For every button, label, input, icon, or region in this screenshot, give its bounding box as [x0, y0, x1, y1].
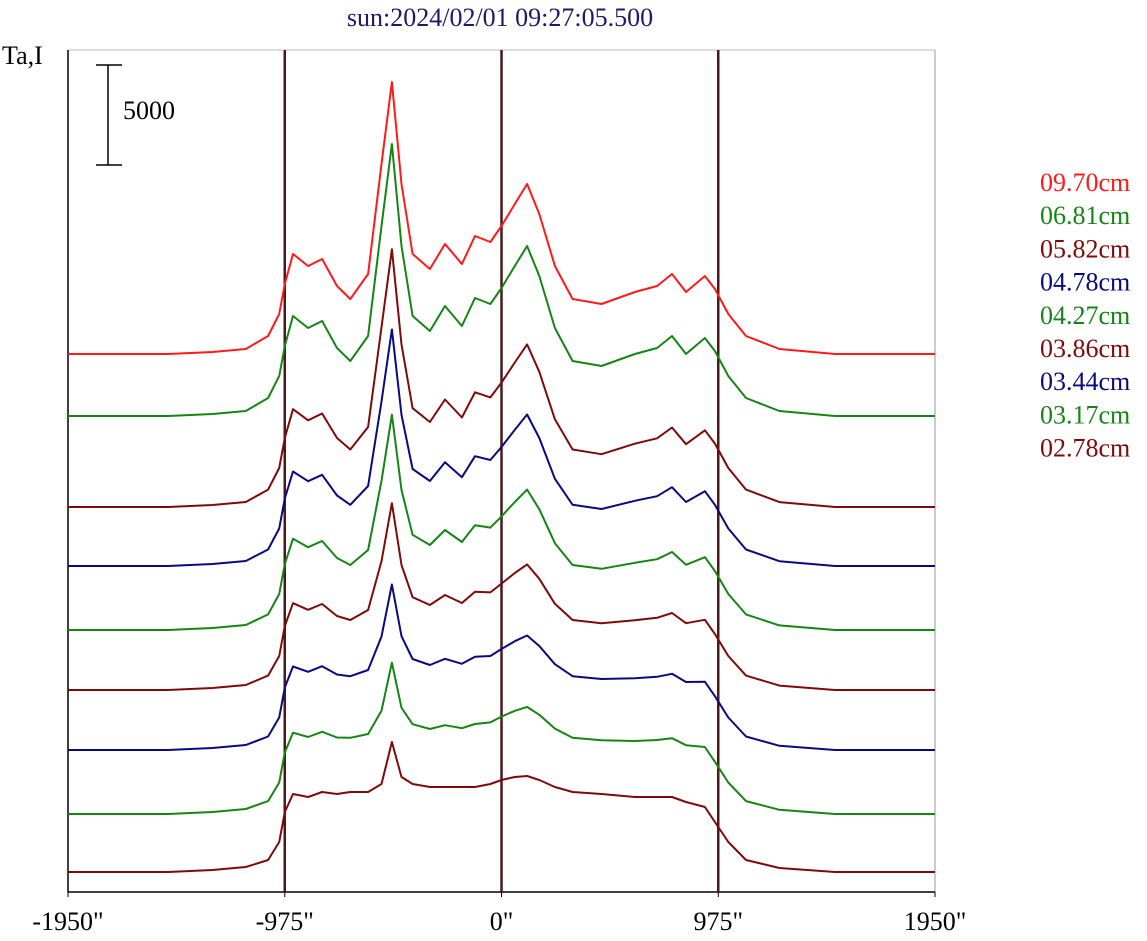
- y-axis-label: Ta,I: [2, 41, 43, 70]
- series-line: [68, 413, 935, 631]
- series-line: [68, 661, 935, 815]
- legend-entry: 03.44cm: [1040, 367, 1130, 396]
- legend-entry: 09.70cm: [1040, 168, 1130, 197]
- legend-entry: 05.82cm: [1040, 234, 1130, 263]
- scale-bar-label: 5000: [123, 96, 175, 125]
- legend-entry: 03.86cm: [1040, 334, 1130, 363]
- legend-entry: 02.78cm: [1040, 434, 1130, 463]
- series-line: [68, 328, 935, 567]
- chart-title: sun:2024/02/01 09:27:05.500: [347, 3, 653, 32]
- series-line: [68, 248, 935, 508]
- legend-entry: 06.81cm: [1040, 201, 1130, 230]
- series-line: [68, 502, 935, 691]
- series-line: [68, 81, 935, 355]
- x-tick-label: 1950": [904, 907, 967, 936]
- series-line: [68, 143, 935, 417]
- legend-entry: 04.27cm: [1040, 301, 1130, 330]
- x-tick-label: -975": [256, 907, 314, 936]
- legend-entry: 04.78cm: [1040, 268, 1130, 297]
- x-tick-label: 975": [693, 907, 743, 936]
- x-tick-label: 0": [490, 907, 514, 936]
- series-line: [68, 741, 935, 873]
- series-line: [68, 583, 935, 751]
- x-tick-label: -1950": [32, 907, 103, 936]
- legend-entry: 03.17cm: [1040, 400, 1130, 429]
